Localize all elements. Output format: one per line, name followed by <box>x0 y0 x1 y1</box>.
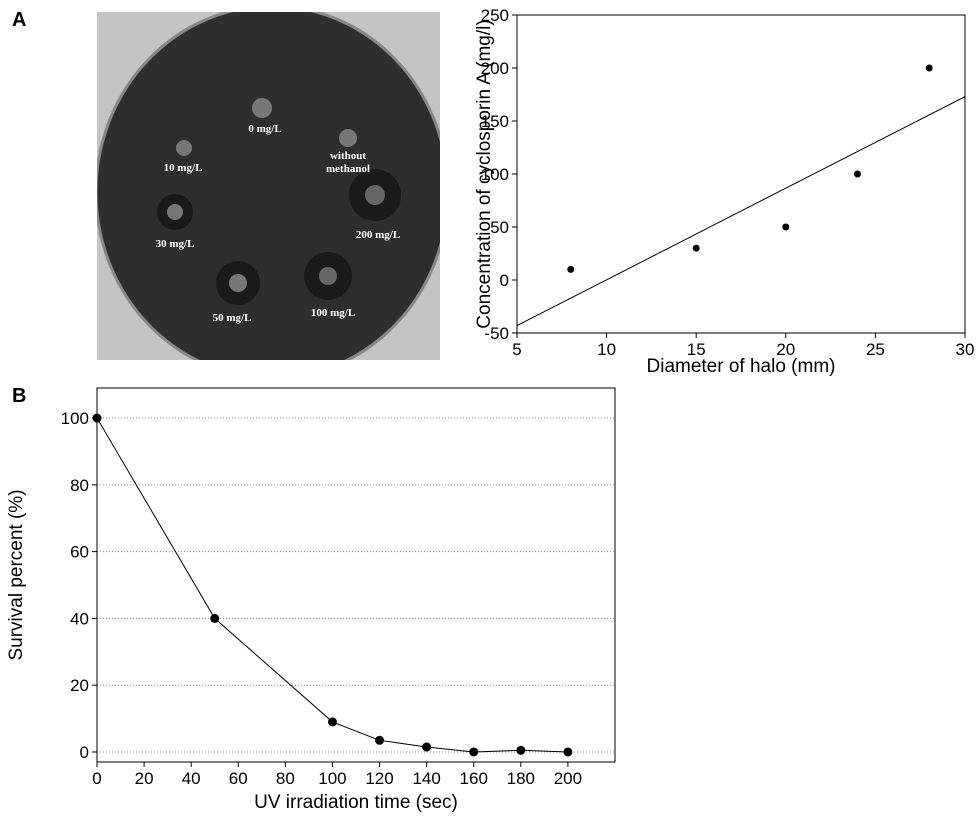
x-tick-label: 0 <box>92 769 101 788</box>
y-tick-label: 100 <box>481 165 509 184</box>
x-tick-label: 60 <box>229 769 248 788</box>
photo-label: 10 mg/L <box>164 162 203 174</box>
y-tick-label: -50 <box>484 324 509 343</box>
data-point <box>853 170 861 178</box>
x-tick-label: 10 <box>597 340 616 359</box>
y-tick-label: 250 <box>481 6 509 25</box>
y-tick-label: 150 <box>481 112 509 131</box>
panel-label: A <box>12 9 26 31</box>
x-tick-label: 140 <box>412 769 440 788</box>
x-axis-label: UV irradiation time (sec) <box>254 792 458 813</box>
x-tick-label: 20 <box>135 769 154 788</box>
photo-label: 30 mg/L <box>156 238 195 250</box>
y-tick-label: 0 <box>80 743 89 762</box>
x-tick-label: 120 <box>365 769 393 788</box>
x-tick-label: 20 <box>776 340 795 359</box>
x-tick-label: 200 <box>554 769 582 788</box>
x-tick-label: 15 <box>687 340 706 359</box>
data-point <box>422 742 432 752</box>
x-tick-label: 30 <box>956 340 975 359</box>
y-tick-label: 20 <box>70 676 89 695</box>
data-point <box>925 64 933 72</box>
data-point <box>567 265 575 273</box>
plot-frame <box>96 387 616 763</box>
data-point <box>210 613 220 623</box>
x-tick-label: 180 <box>507 769 535 788</box>
plot-frame <box>516 14 966 334</box>
photo-label: without <box>330 150 366 162</box>
y-tick-label: 60 <box>70 543 89 562</box>
x-tick-label: 160 <box>460 769 488 788</box>
data-point <box>516 745 526 755</box>
y-tick-label: 50 <box>490 218 509 237</box>
data-point <box>327 717 337 727</box>
data-point <box>782 223 790 231</box>
photo-label: 0 mg/L <box>248 123 281 135</box>
y-axis-label: Concentration of cyclosporin A (mg/l) <box>474 19 495 328</box>
data-point <box>375 735 385 745</box>
photo-label: methanol <box>326 163 370 175</box>
photo-label: 200 mg/L <box>356 229 400 241</box>
y-tick-label: 200 <box>481 59 509 78</box>
panel-label: B <box>12 385 26 407</box>
data-point <box>92 413 102 423</box>
data-line <box>96 417 568 753</box>
y-tick-label: 0 <box>500 271 509 290</box>
data-point <box>469 747 479 757</box>
data-point <box>563 747 573 757</box>
y-tick-label: 100 <box>61 409 89 428</box>
x-tick-label: 80 <box>276 769 295 788</box>
petri-photo: 0 mg/L 10 mg/L without methanol 200 mg/L… <box>97 12 440 360</box>
y-tick-label: 40 <box>70 609 89 628</box>
data-point <box>692 244 700 252</box>
x-tick-label: 40 <box>182 769 201 788</box>
photo-label: 50 mg/L <box>213 312 252 324</box>
y-tick-label: 80 <box>70 476 89 495</box>
x-tick-label: 100 <box>318 769 346 788</box>
x-tick-label: 5 <box>512 340 521 359</box>
x-axis-label: Diameter of halo (mm) <box>647 356 836 377</box>
x-tick-label: 25 <box>866 340 885 359</box>
y-axis-label: Survival percent (%) <box>6 489 27 660</box>
photo-label: 100 mg/L <box>311 307 355 319</box>
trendline <box>516 96 966 327</box>
